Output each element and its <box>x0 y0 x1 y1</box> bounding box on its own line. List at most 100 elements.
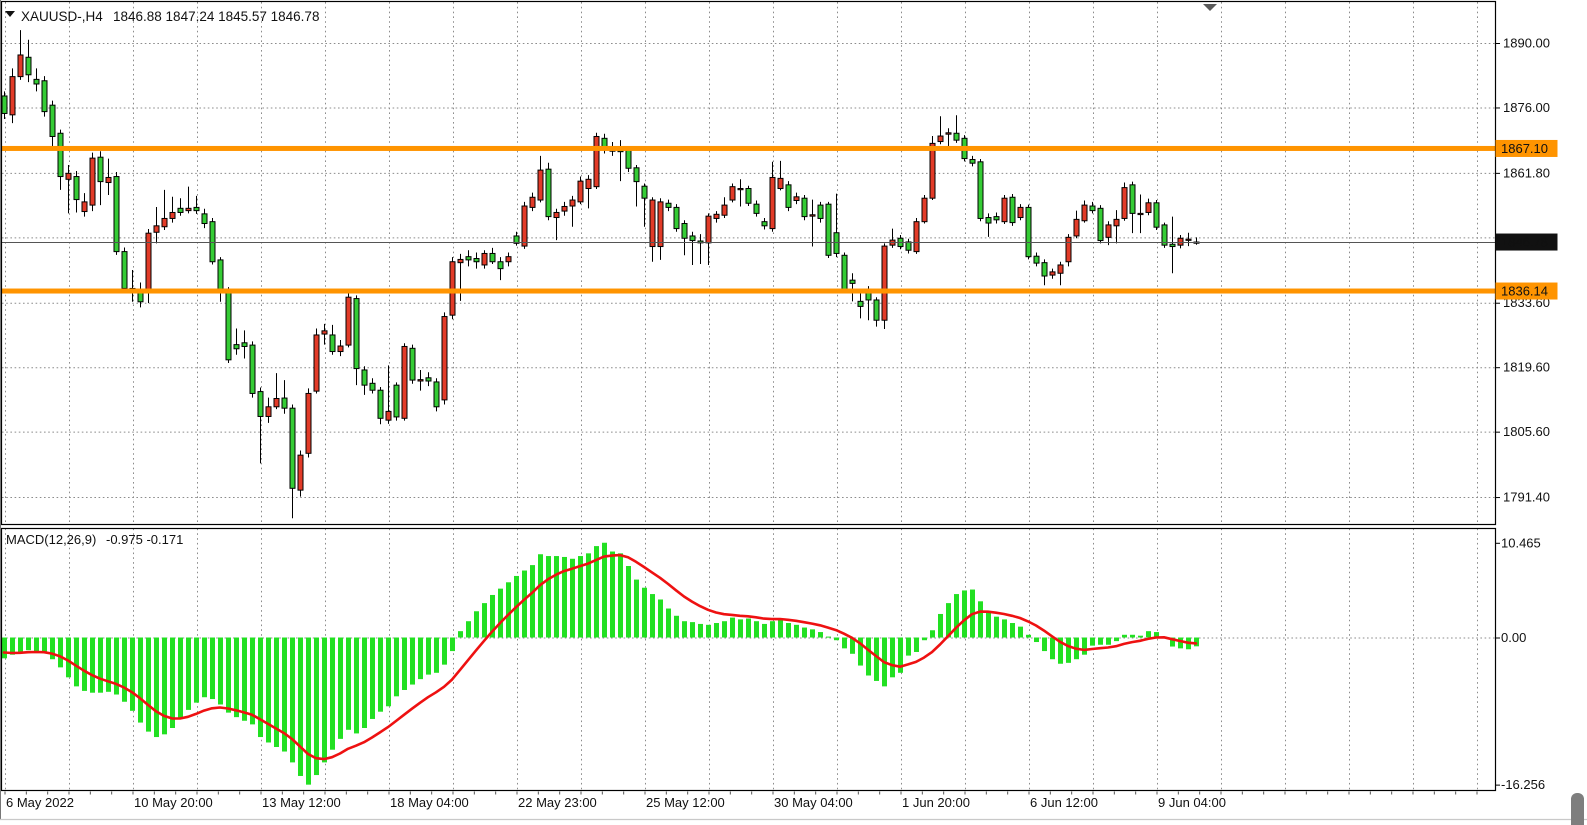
chart-title-symbol: XAUUSD-,H4 <box>21 9 103 24</box>
macd-bar <box>650 594 655 638</box>
macd-bar <box>810 629 815 638</box>
macd-bar <box>906 637 911 656</box>
macd-bar <box>106 637 111 692</box>
macd-bar <box>874 637 879 681</box>
macd-bar <box>1154 632 1159 638</box>
candle-down <box>1 95 8 114</box>
macd-bar <box>34 637 39 652</box>
macd-bar <box>234 637 239 718</box>
candle-down <box>465 256 472 261</box>
macd-bar <box>954 594 959 638</box>
time-axis[interactable]: 6 May 2022 10 May 20:00 13 May 12:00 18 May… <box>4 791 1478 811</box>
candle-up <box>793 196 800 201</box>
candle-up <box>449 261 456 316</box>
macd-bar <box>658 599 663 638</box>
macd-bar <box>98 637 103 693</box>
macd-bar <box>42 637 47 653</box>
macd-bar <box>82 637 87 691</box>
macd-signal-line <box>2 553 1198 761</box>
candle-up <box>1177 237 1184 246</box>
macd-bar <box>994 616 999 638</box>
macd-bar <box>986 612 991 638</box>
macd-bar <box>210 637 215 700</box>
candle-down <box>753 203 760 214</box>
macd-bar <box>506 582 511 638</box>
candle-down <box>633 167 640 183</box>
macd-bar <box>402 637 407 690</box>
macd-bar <box>1122 634 1127 638</box>
macd-bar <box>74 637 79 687</box>
macd-bar <box>410 637 415 685</box>
macd-axis[interactable]: 10.465 0.00 -16.256 <box>1495 535 1546 792</box>
macd-bar <box>1194 637 1199 647</box>
candle-down <box>489 252 496 263</box>
candle-down <box>433 381 440 408</box>
macd-bar <box>562 556 567 638</box>
macd-bar <box>794 624 799 638</box>
macd-bar <box>922 637 927 641</box>
candle-down <box>233 344 240 350</box>
macd-bar <box>1114 637 1119 642</box>
macd-bar <box>1026 634 1031 638</box>
price-tick-label: 1805.60 <box>1503 424 1550 439</box>
macd-bar <box>698 623 703 638</box>
macd-histogram <box>2 542 1199 785</box>
horizontal-level-lines[interactable] <box>2 145 1495 294</box>
candle-up <box>185 207 192 212</box>
macd-bar <box>914 637 919 652</box>
candle-down <box>849 279 856 284</box>
candle-down <box>241 342 248 347</box>
macd-bar <box>322 637 327 763</box>
candle-down <box>761 221 768 227</box>
macd-bar <box>154 637 159 738</box>
macd-bar <box>258 637 263 738</box>
candle-up <box>537 169 544 201</box>
macd-bar <box>1090 637 1095 646</box>
price-axis[interactable]: 1890.001876.001861.801833.601819.601805.… <box>1495 36 1558 505</box>
macd-bar <box>946 603 951 638</box>
candle-down <box>425 377 432 382</box>
macd-bar <box>1082 637 1087 655</box>
macd-bar <box>90 637 95 693</box>
candle-down <box>993 216 1000 221</box>
price-tick-label: 1890.00 <box>1503 36 1550 51</box>
candle-up <box>769 176 776 230</box>
candle-up <box>81 201 88 213</box>
macd-bar <box>1106 637 1111 645</box>
candle-down <box>57 132 64 178</box>
macd-bar <box>690 622 695 638</box>
macd-bar <box>138 637 143 723</box>
candle-down <box>369 382 376 391</box>
candle-up <box>1017 206 1024 219</box>
candle-up <box>1065 236 1072 263</box>
macd-bar <box>50 637 55 660</box>
candle-down <box>1153 202 1160 228</box>
candle-down <box>473 258 480 263</box>
candle-up <box>913 221 920 253</box>
macd-bar <box>1146 631 1151 638</box>
candle-down <box>25 56 32 76</box>
candle-up <box>265 406 272 417</box>
candle-up <box>313 334 320 392</box>
macd-bar <box>594 546 599 638</box>
macd-bar <box>642 587 647 638</box>
candle-up <box>561 205 568 212</box>
time-tick-label: 6 May 2022 <box>6 795 74 810</box>
macd-bar <box>722 621 727 638</box>
candle-down <box>249 344 256 394</box>
candle-up <box>1073 218 1080 237</box>
scrollbar-thumb[interactable] <box>1571 793 1584 825</box>
candle-up <box>161 217 168 228</box>
macd-bar <box>578 556 583 638</box>
macd-bar <box>362 637 367 728</box>
horizontal-line[interactable] <box>2 288 1495 294</box>
macd-bar <box>298 637 303 776</box>
symbol-dropdown-icon[interactable] <box>5 11 15 17</box>
horizontal-line[interactable] <box>2 145 1495 151</box>
candle-up <box>881 245 888 321</box>
macd-bar <box>130 637 135 711</box>
candle-down <box>625 148 632 169</box>
macd-bar <box>786 623 791 638</box>
